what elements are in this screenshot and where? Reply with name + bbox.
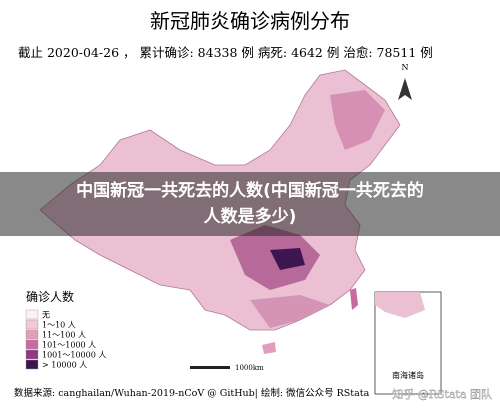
province-northeast: [330, 90, 385, 150]
hainan: [262, 342, 276, 354]
legend-swatch: [25, 359, 39, 370]
legend-swatch: [25, 319, 39, 330]
legend-title: 确诊人数: [26, 289, 74, 304]
overlay-band: 中国新冠一共死去的人数(中国新冠一共死去的人数是多少): [0, 172, 500, 236]
scale-label: 1000km: [235, 364, 264, 372]
title: 新冠肺炎确诊病例分布: [150, 9, 350, 33]
source: 数据来源: canghailan/Wuhan-2019-nCoV @ GitHu…: [14, 387, 370, 399]
inset-label: 南海诸岛: [392, 370, 424, 380]
legend-label: > 10000 人: [42, 361, 87, 370]
legend-label: 无: [42, 311, 50, 320]
legend-swatch: [25, 329, 39, 340]
legend-label: 11～100 人: [42, 331, 86, 340]
legend-label: 1～10 人: [42, 321, 76, 330]
north-label: N: [402, 63, 409, 72]
north-arrow: [398, 78, 412, 100]
legend-swatch: [25, 309, 39, 320]
legend-swatch: [25, 339, 39, 350]
subtitle: 截止 2020-04-26 ， 累计确诊: 84338 例 病死: 4642 例…: [18, 45, 433, 60]
legend-label: 1001～10000 人: [42, 351, 106, 360]
taiwan: [350, 288, 358, 310]
watermark: 知乎 @RStata 团队: [392, 387, 492, 401]
province-hubei: [270, 248, 305, 270]
inset-coast: [375, 292, 425, 318]
legend-swatch: [25, 349, 39, 360]
legend-label: 101～1000 人: [42, 341, 96, 350]
overlay-text: 中国新冠一共死去的人数(中国新冠一共死去的人数是多少): [76, 181, 424, 227]
province-south: [250, 295, 330, 328]
scale-bar: [190, 366, 230, 369]
